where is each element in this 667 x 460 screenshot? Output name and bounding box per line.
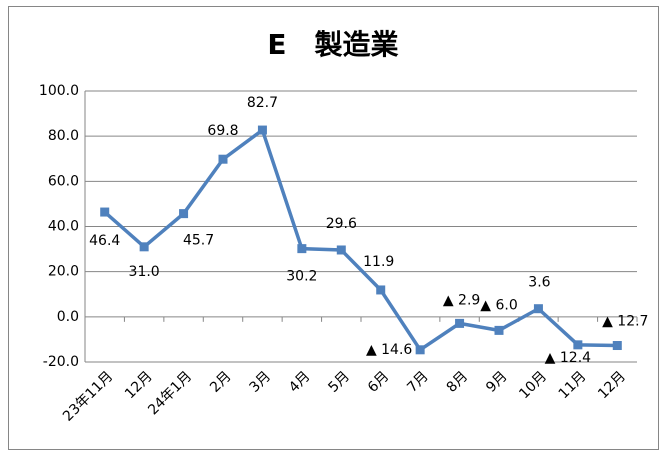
data-label: 69.8: [207, 123, 238, 139]
series-line: [103, 127, 618, 353]
y-tick-label: 20.0: [48, 264, 79, 280]
data-label: 46.4: [89, 233, 120, 249]
point-marker: [100, 207, 110, 217]
data-label: 29.6: [326, 216, 357, 232]
point-marker: [376, 285, 386, 295]
data-label: 30.2: [286, 269, 317, 285]
data-label: 82.7: [247, 95, 278, 111]
y-tick-label: 80.0: [48, 128, 79, 144]
point-marker: [533, 304, 543, 314]
point-marker: [573, 340, 583, 350]
y-tick-label: 0.0: [57, 309, 79, 325]
chart-title: E 製造業: [267, 28, 398, 61]
data-label: ▲ 2.9: [443, 292, 480, 308]
point-marker: [494, 325, 504, 335]
data-label: ▲ 14.6: [366, 342, 412, 358]
chart-border: [8, 6, 659, 450]
point-marker: [336, 245, 346, 255]
point-marker: [415, 345, 425, 355]
point-marker: [612, 341, 622, 351]
point-marker: [218, 154, 228, 164]
data-label: 31.0: [129, 264, 160, 280]
point-marker: [297, 244, 307, 254]
data-label: ▲ 12.7: [602, 314, 648, 330]
data-label: 45.7: [183, 233, 214, 249]
y-tick-label: 100.0: [39, 83, 79, 99]
point-marker: [257, 125, 267, 135]
y-tick-label: -20.0: [43, 354, 79, 370]
point-marker: [179, 209, 189, 219]
y-tick-label: 60.0: [48, 173, 79, 189]
y-tick-label: 40.0: [48, 219, 79, 235]
data-label: 11.9: [363, 254, 394, 270]
data-label: ▲ 12.4: [545, 350, 591, 366]
data-label: 3.6: [528, 275, 550, 291]
point-marker: [455, 318, 465, 328]
point-marker: [139, 242, 149, 252]
data-label: ▲ 6.0: [480, 297, 517, 313]
